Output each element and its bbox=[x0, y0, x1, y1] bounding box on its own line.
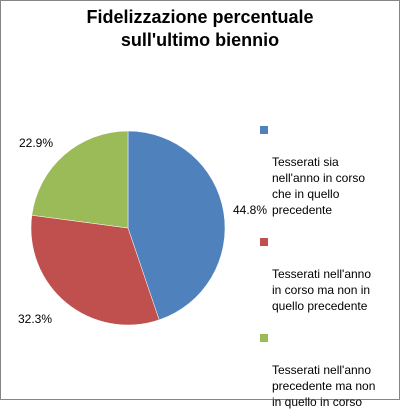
legend-item-1: Tesserati nell'anno in corso ma non in q… bbox=[258, 234, 398, 314]
legend-item-0: Tesserati sia nell'anno in corso che in … bbox=[258, 122, 398, 218]
chart-title-line-1: Fidelizzazione percentuale bbox=[86, 7, 314, 27]
legend-swatch-1 bbox=[260, 238, 268, 246]
data-label-2: 22.9% bbox=[19, 136, 54, 150]
legend-label-1: Tesserati nell'anno in corso ma non in q… bbox=[272, 267, 372, 313]
legend-swatch-2 bbox=[260, 334, 268, 342]
chart-title-line-2: sull'ultimo biennio bbox=[120, 30, 280, 50]
pie-slice-1 bbox=[30, 214, 160, 326]
data-label-1: 32.3% bbox=[18, 312, 53, 326]
legend-item-2: Tesserati nell'anno precedente ma non in… bbox=[258, 330, 398, 410]
pie-slice-0 bbox=[127, 130, 226, 321]
chart-title: Fidelizzazione percentuale sull'ultimo b… bbox=[0, 6, 400, 52]
data-label-0: 44.8% bbox=[233, 203, 268, 217]
legend: Tesserati sia nell'anno in corso che in … bbox=[258, 122, 398, 410]
legend-label-2: Tesserati nell'anno precedente ma non in… bbox=[272, 363, 376, 409]
pie-slice-2 bbox=[31, 130, 129, 229]
legend-swatch-0 bbox=[260, 126, 268, 134]
legend-label-0: Tesserati sia nell'anno in corso che in … bbox=[272, 155, 366, 217]
pie-chart bbox=[30, 130, 226, 326]
